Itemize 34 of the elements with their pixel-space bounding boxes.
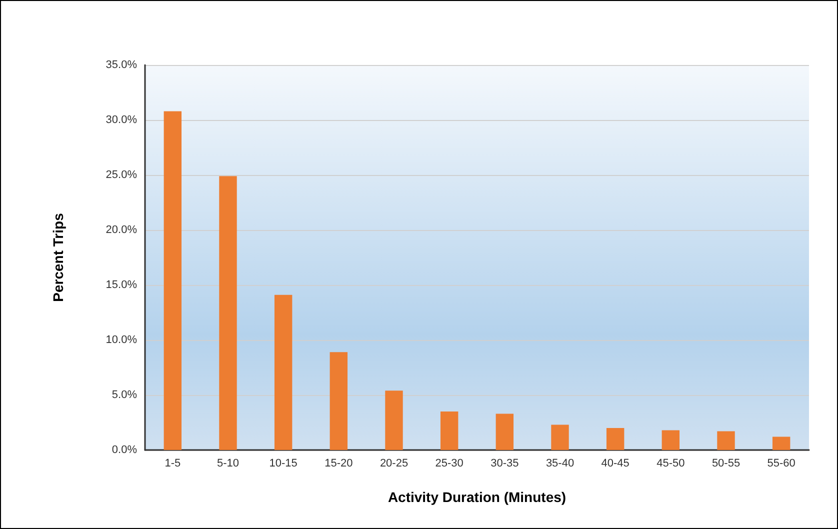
y-tick-label: 20.0%: [106, 224, 138, 236]
y-tick-label: 5.0%: [112, 389, 138, 401]
bar: [164, 111, 182, 450]
bar: [330, 352, 348, 450]
x-tick-label: 45-50: [656, 458, 685, 470]
x-tick-label: 5-10: [216, 458, 240, 470]
y-tick-label: 35.0%: [106, 59, 138, 71]
x-tick-label: 50-55: [712, 458, 740, 470]
y-tick-label: 15.0%: [106, 279, 138, 291]
y-axis-title: Percent Trips: [50, 212, 66, 302]
bar: [496, 414, 514, 450]
x-tick-label: 20-25: [380, 458, 408, 470]
y-tick-label: 25.0%: [106, 169, 138, 181]
x-tick-label: 55-60: [767, 458, 796, 470]
bar: [274, 294, 292, 450]
x-tick-label: 1-5: [164, 458, 181, 470]
bar: [551, 424, 569, 450]
x-tick-label: 40-45: [601, 458, 630, 470]
x-tick-label: 10-15: [269, 458, 298, 470]
y-tick-label: 30.0%: [106, 114, 138, 126]
bar: [717, 431, 735, 450]
x-tick-label: 15-20: [324, 458, 353, 470]
y-tick-label: 10.0%: [106, 334, 138, 346]
x-tick-label: 30-35: [490, 458, 519, 470]
y-tick-label: 0.0%: [112, 444, 138, 456]
bar: [772, 436, 790, 450]
x-axis-title: Activity Duration (Minutes): [388, 489, 566, 505]
bar: [662, 430, 680, 450]
x-tick-label: 25-30: [435, 458, 464, 470]
bar: [385, 390, 403, 450]
bar: [219, 176, 237, 450]
x-tick-label: 35-40: [546, 458, 574, 470]
bar: [440, 412, 458, 450]
bar: [606, 428, 624, 450]
